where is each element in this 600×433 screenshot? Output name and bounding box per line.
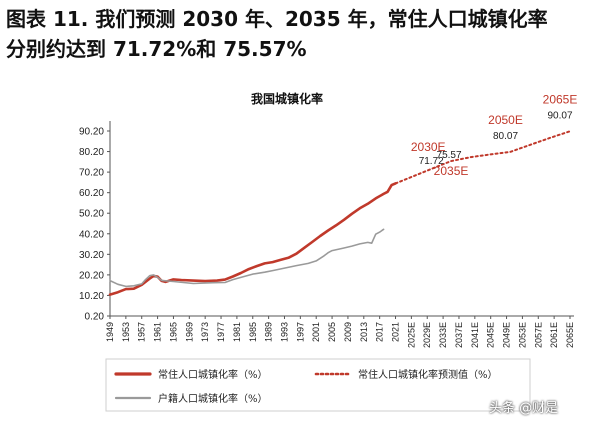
x-tick-label: 2013 [359, 322, 369, 342]
x-tick-label: 1985 [248, 322, 258, 342]
x-tick-label: 1977 [216, 322, 226, 342]
annotation-year-label: 2030E [411, 140, 446, 154]
chart-legend: 常住人口城镇化率（%） 常住人口城镇化率预测值（%） 户籍人口城镇化率（%） [105, 358, 531, 412]
y-tick-label: 0.20 [85, 312, 105, 323]
x-tick-label: 1961 [153, 322, 163, 342]
watermark-text: 头条 @财是 [489, 401, 559, 416]
annotation-value-label: 90.07 [547, 110, 572, 121]
x-tick-label: 2065E [565, 322, 575, 348]
y-tick-label: 30.20 [79, 250, 104, 261]
x-tick-label: 2049E [502, 322, 512, 348]
x-tick-label: 2017 [375, 322, 385, 342]
y-tick-label: 50.20 [79, 209, 104, 220]
y-tick-label: 10.20 [79, 291, 104, 302]
x-tick-label: 2041E [470, 322, 480, 348]
y-tick-label: 20.20 [79, 270, 104, 281]
x-tick-label: 1949 [105, 322, 115, 342]
series-line-1 [108, 182, 397, 296]
annotation-value-label: 71.72 [419, 156, 444, 167]
x-tick-label: 2009 [343, 322, 353, 342]
x-tick-label: 2029E [422, 322, 432, 348]
annotation-value-label: 75.57 [437, 150, 462, 161]
annotation-year-label: 2035E [434, 164, 469, 178]
x-tick-label: 2025E [406, 322, 416, 348]
y-tick-label: 70.20 [79, 168, 104, 179]
annotation-year-label: 2050E [488, 113, 523, 127]
x-tick-label: 1993 [279, 322, 289, 342]
annotation-value-label: 80.07 [493, 131, 518, 142]
series-line-2 [394, 130, 571, 185]
x-tick-label: 2057E [533, 322, 543, 348]
y-tick-label: 60.20 [79, 188, 104, 199]
x-tick-label: 2037E [454, 322, 464, 348]
x-tick-label: 1973 [200, 322, 210, 342]
y-tick-label: 80.20 [79, 147, 104, 158]
x-tick-label: 2021 [391, 322, 401, 342]
x-tick-label: 2053E [517, 322, 527, 348]
x-tick-label: 2001 [311, 322, 321, 342]
annotation-year-label: 2065E [543, 92, 578, 106]
legend-label: 常住人口城镇化率预测值（%） [358, 368, 498, 381]
figure-title-line-1: 图表 11. 我们预测 2030 年、2035 年，常住人口城镇化率 [6, 7, 548, 31]
x-tick-label: 1957 [137, 322, 147, 342]
chart-series [108, 130, 571, 296]
chart-title: 我国城镇化率 [251, 91, 323, 106]
x-tick-label: 2061E [549, 322, 559, 348]
x-tick-label: 1997 [295, 322, 305, 342]
chart-axes: 0.20 10.20 20.20 30.20 40.20 50.20 60.20 70.20 8… [79, 121, 575, 348]
x-tick-label: 2005 [327, 322, 337, 342]
x-tick-label: 1969 [184, 322, 194, 342]
y-tick-label: 90.20 [79, 127, 104, 138]
x-tick-label: 1989 [264, 322, 274, 342]
legend-frame [105, 358, 531, 412]
figure-title-line-2: 分别约达到 71.72%和 75.57% [6, 37, 307, 61]
x-tick-label: 2045E [486, 322, 496, 348]
x-tick-label: 1965 [168, 322, 178, 342]
figure-title: 图表 11. 我们预测 2030 年、2035 年，常住人口城镇化率 分别约达到… [6, 4, 594, 64]
y-tick-label: 40.20 [79, 229, 104, 240]
legend-label: 户籍人口城镇化率（%） [158, 392, 268, 405]
x-tick-label: 1953 [121, 322, 131, 342]
series-line-3 [109, 228, 385, 288]
x-tick-label: 1981 [232, 322, 242, 342]
legend-label: 常住人口城镇化率（%） [158, 368, 268, 381]
x-tick-label: 2033E [438, 322, 448, 348]
